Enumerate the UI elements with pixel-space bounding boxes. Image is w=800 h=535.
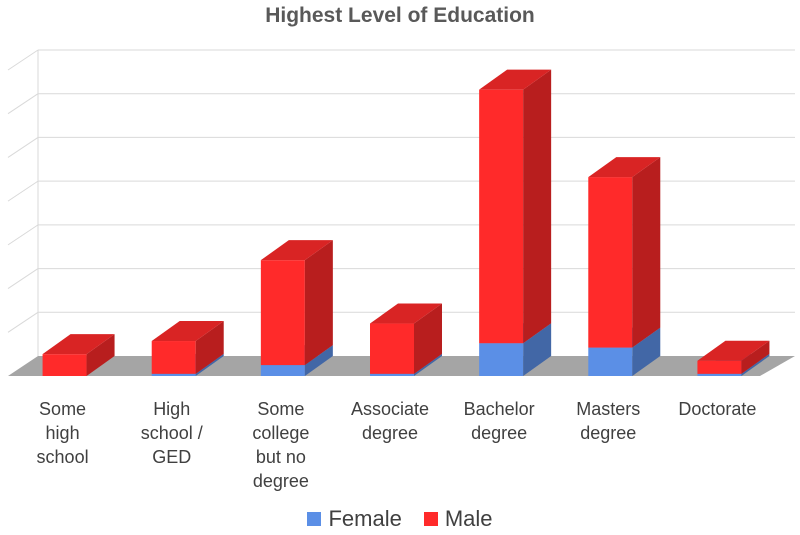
bar-male-0-side xyxy=(86,334,115,376)
bar-male-4-top xyxy=(479,69,552,90)
category-label-1: High xyxy=(153,399,190,419)
gridline-depth xyxy=(7,137,39,158)
category-label-5: Masters xyxy=(576,399,640,419)
bar-female-5-side xyxy=(632,327,661,376)
gridline-depth xyxy=(7,93,39,115)
gridline-depth xyxy=(7,180,39,202)
bar-female-1-side xyxy=(195,353,224,376)
bar-male-5 xyxy=(588,177,633,348)
bar-male-2 xyxy=(260,260,305,366)
category-label-0: high xyxy=(46,423,80,443)
category-label-2: degree xyxy=(253,471,309,491)
bar-female-4-side xyxy=(523,323,552,376)
bar-male-0-top xyxy=(42,334,115,355)
bar-male-1-top xyxy=(151,321,224,342)
gridline-depth xyxy=(7,311,39,333)
category-label-4: degree xyxy=(471,423,527,443)
bar-male-3-side xyxy=(414,303,442,374)
gridline-depth xyxy=(7,268,39,289)
category-label-4: Bachelor xyxy=(464,399,535,419)
legend-swatch-male xyxy=(423,512,438,526)
category-label-2: Some xyxy=(257,399,304,419)
legend-item-female: Female xyxy=(307,506,402,532)
bar-male-6-top xyxy=(697,340,770,361)
bar-female-1 xyxy=(151,373,196,376)
legend: Female Male xyxy=(0,506,800,532)
chart-plot: Some high school High school / GED Some college… xyxy=(7,49,795,491)
bar-female-2-side xyxy=(304,345,333,376)
bar-male-4 xyxy=(479,89,524,344)
legend-label-female: Female xyxy=(328,506,402,531)
bar-female-3-side xyxy=(414,353,442,376)
bar-male-6-side xyxy=(741,340,770,374)
bar-male-6 xyxy=(697,360,742,374)
bar-female-6 xyxy=(697,373,742,376)
bar-male-1 xyxy=(151,341,196,374)
gridline-depth xyxy=(7,224,39,246)
bar-female-5 xyxy=(588,347,633,376)
bar-male-4-side xyxy=(523,69,552,344)
category-label-2: college xyxy=(252,423,309,443)
category-label-0: Some xyxy=(39,399,86,419)
bar-male-5-top xyxy=(588,157,661,178)
bar-female-2 xyxy=(260,365,305,376)
category-label-1: school / xyxy=(141,423,203,443)
legend-item-male: Male xyxy=(423,506,493,532)
legend-label-male: Male xyxy=(444,506,493,531)
bar-male-3-top xyxy=(370,303,442,324)
chart-title: Highest Level of Education xyxy=(265,4,535,27)
gridline-depth xyxy=(7,49,39,71)
bar-male-5-side xyxy=(632,157,661,348)
bar-female-4 xyxy=(479,343,524,376)
category-label-2: but no xyxy=(256,447,306,467)
category-label-0: school xyxy=(37,447,89,467)
bar-female-3 xyxy=(370,373,414,376)
bar-female-6-side xyxy=(741,353,770,376)
category-label-3: degree xyxy=(362,423,418,443)
category-label-3: Associate xyxy=(351,399,429,419)
bar-male-2-top xyxy=(260,240,333,261)
category-label-5: degree xyxy=(580,423,636,443)
legend-swatch-female xyxy=(307,512,322,526)
bar-male-1-side xyxy=(195,321,224,374)
bar-male-0 xyxy=(42,354,87,376)
bar-male-2-side xyxy=(304,240,333,366)
category-label-1: GED xyxy=(152,447,191,467)
category-label-6: Doctorate xyxy=(678,399,756,419)
bar-male-3 xyxy=(370,323,414,374)
